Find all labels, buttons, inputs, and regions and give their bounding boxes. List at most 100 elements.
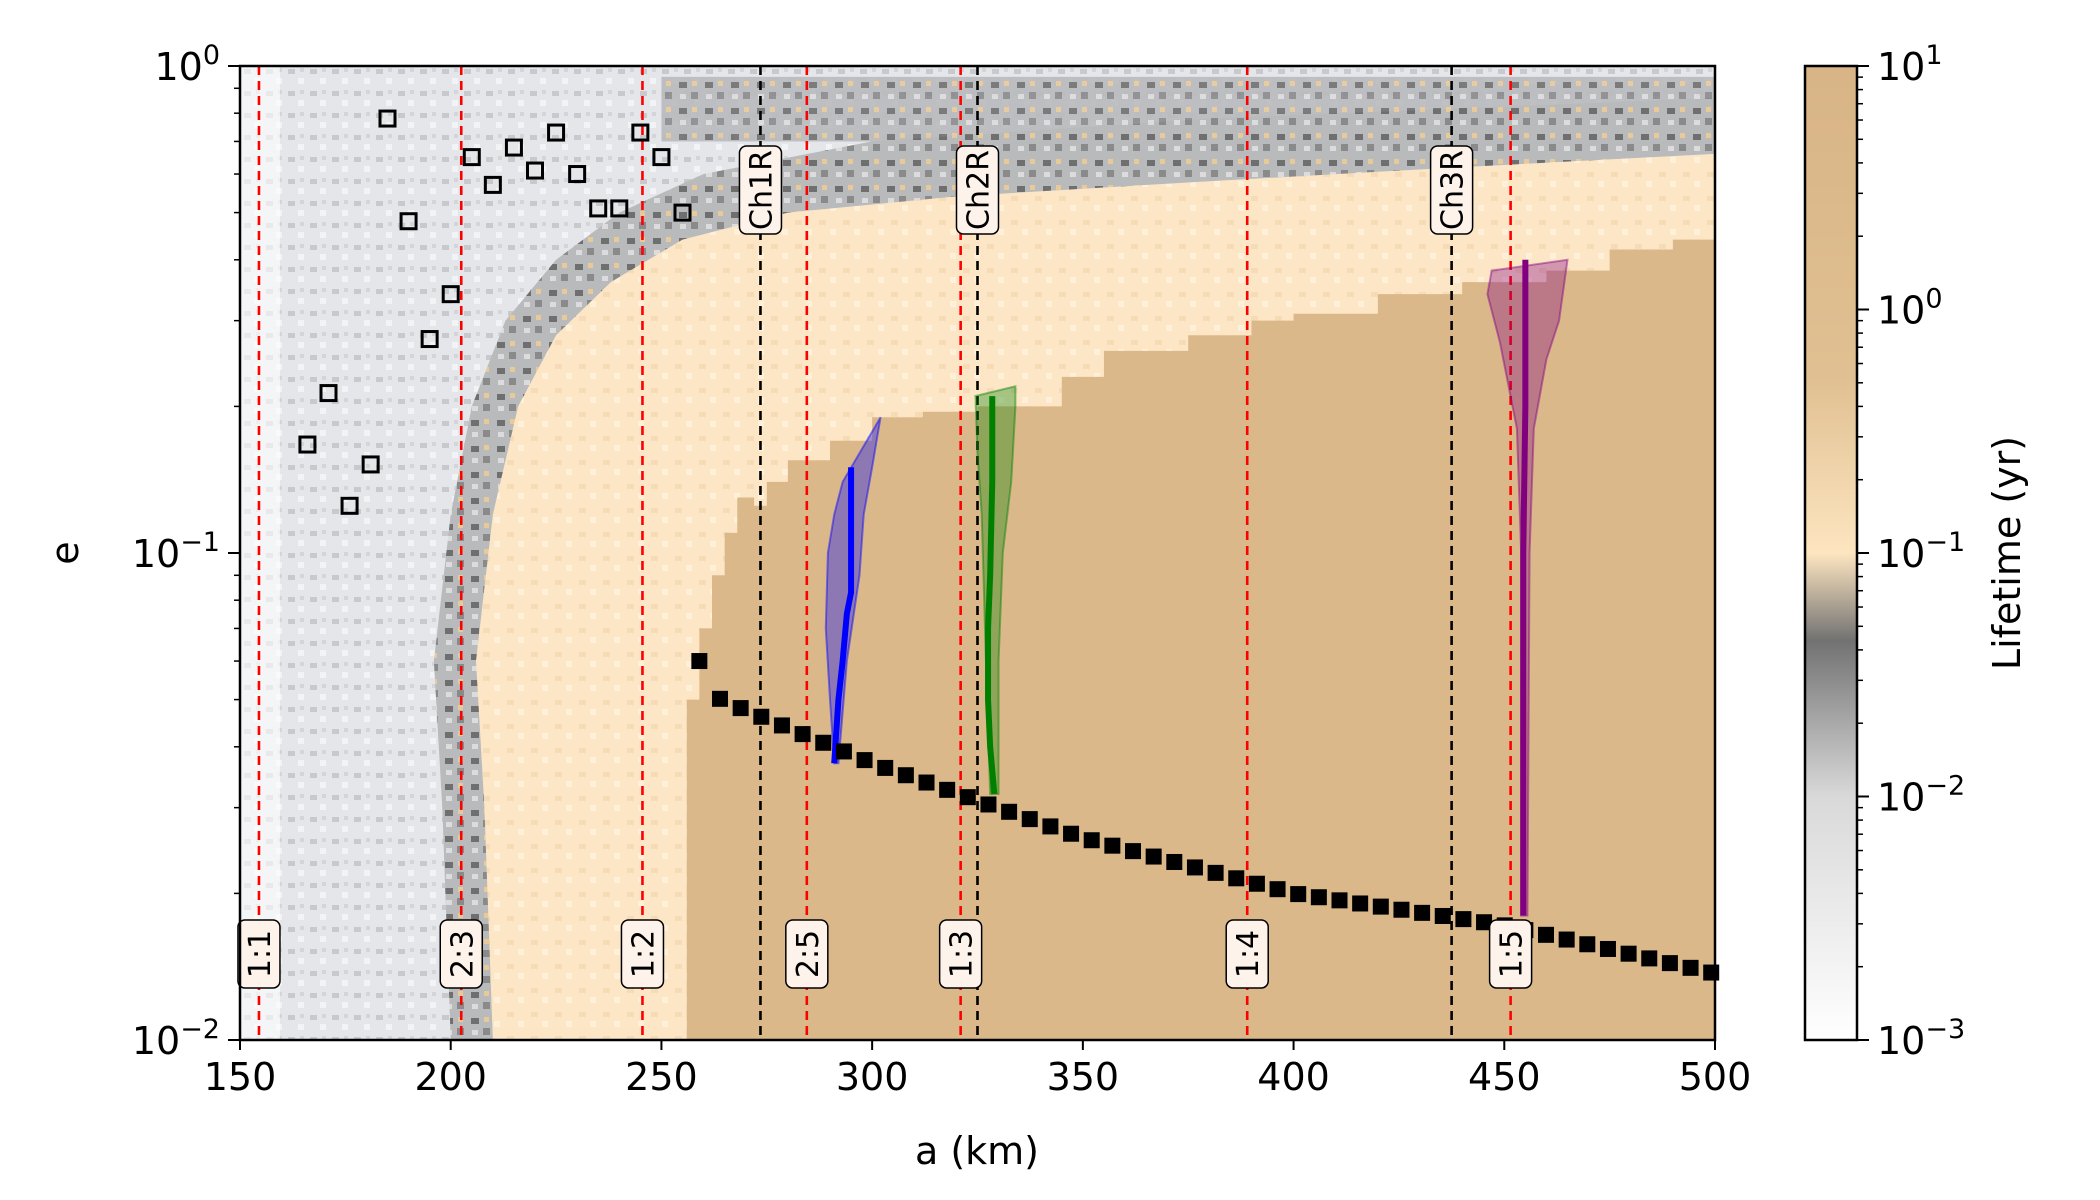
filled-square-marker [959, 789, 976, 806]
x-tick-label: 300 [836, 1055, 909, 1099]
filled-square-marker [1455, 911, 1472, 928]
y-axis: 10−2 10−1 100 [132, 40, 240, 1063]
open-square-marker [441, 285, 460, 304]
label-2-3-box [439, 919, 483, 989]
filled-square-marker [1207, 864, 1224, 881]
colorbar-tick-label: 101 [1877, 40, 1943, 89]
filled-square-marker [918, 774, 935, 791]
label-ch2r-text: Ch2R [962, 150, 997, 230]
particle-tracks [824, 258, 1569, 917]
label-1-3: 1:3 [938, 919, 983, 989]
colorbar-tick-label: 10−1 [1877, 527, 1965, 576]
label-ch1r-text: Ch1R [744, 150, 779, 230]
filled-square-marker [897, 767, 914, 784]
label-1-5-text: 1:5 [1495, 930, 1530, 978]
filled-square-marker [1104, 837, 1121, 854]
colorbar-tick-label: 10−2 [1877, 771, 1965, 820]
filled-square-marker [1558, 931, 1575, 948]
open-square-marker [361, 455, 380, 474]
filled-square-marker [773, 717, 790, 734]
filled-square-marker [1269, 881, 1286, 898]
y-axis-label: e [43, 541, 87, 564]
label-ch2r: Ch2R [955, 145, 1000, 235]
label-ch3r: Ch3R [1429, 145, 1474, 235]
label-1-1-box [237, 919, 281, 989]
open-square-marker [420, 330, 439, 349]
label-1-4-text: 1:4 [1231, 930, 1266, 978]
label-1-3-box [938, 919, 983, 989]
x-tick-label: 450 [1468, 1055, 1541, 1099]
open-square-marker [652, 148, 671, 167]
label-1-2-box [620, 919, 665, 989]
x-axis-label: a (km) [915, 1129, 1039, 1173]
filled-square-marker [1248, 875, 1265, 892]
filled-square-marker [1620, 945, 1637, 962]
filled-square-marker [1372, 898, 1389, 915]
open-square-marker [483, 175, 502, 194]
label-ch3r-box [1429, 145, 1474, 235]
label-1-1: 1:1 [237, 919, 281, 989]
boundary-top [661, 76, 1715, 142]
filled-square-marker [1579, 936, 1596, 953]
filled-square-marker [1538, 926, 1555, 943]
filled-square-marker [1228, 870, 1245, 887]
filled-square-marker [1476, 914, 1493, 931]
label-ch2r-box [955, 145, 1000, 235]
resonance-labels: 1:1 2:3 1:2 2:5 1:3 1:4 1:5 Ch1R Ch2R Ch3R [237, 145, 1533, 989]
y-tick-label: 10−1 [132, 527, 220, 576]
x-tick-label: 350 [1047, 1055, 1120, 1099]
open-square-marker [378, 109, 397, 128]
filled-square-marker [1125, 843, 1142, 860]
open-square-marker [610, 199, 629, 218]
filled-square-marker [939, 781, 956, 798]
filled-square-marker [712, 690, 729, 707]
filled-square-marker [1021, 811, 1038, 828]
open-square-marker [399, 212, 418, 231]
label-ch1r-box [738, 145, 783, 235]
filled-square-marker [1703, 964, 1720, 981]
open-square-marker [673, 203, 692, 222]
filled-square-marker [815, 734, 832, 751]
label-1-4: 1:4 [1225, 919, 1269, 989]
x-tick-label: 500 [1679, 1055, 1752, 1099]
label-2-3: 2:3 [439, 919, 483, 989]
open-square-marker [340, 496, 359, 515]
filled-square-marker [1290, 886, 1307, 903]
label-1-1-text: 1:1 [243, 930, 278, 978]
label-2-5: 2:5 [785, 919, 829, 989]
open-square-marker [462, 148, 481, 167]
open-square-marker [589, 199, 608, 218]
filled-square-marker [1186, 859, 1203, 876]
filled-square-marker [1682, 959, 1699, 976]
stable-region [686, 230, 1715, 1040]
filled-square-marker [1641, 950, 1658, 967]
filled-square-marker [1083, 832, 1100, 849]
filled-square-marker [1393, 901, 1410, 918]
filled-square-marker [691, 653, 708, 670]
open-square-marker [319, 384, 338, 403]
label-1-5-box [1488, 919, 1533, 989]
label-ch1r: Ch1R [738, 145, 783, 235]
resonance-lines [257, 66, 1512, 1040]
filled-square-marker [1063, 825, 1080, 842]
filled-square-marker [1310, 889, 1327, 906]
filled-square-marker [1042, 818, 1059, 835]
track-line-1 [985, 396, 998, 795]
open-square-marker [631, 123, 650, 142]
filled-square-marker [1414, 904, 1431, 921]
track-line-0 [831, 467, 855, 764]
label-2-3-text: 2:3 [445, 930, 480, 978]
colorbar-tick-label: 100 [1877, 284, 1943, 333]
open-square-marker [298, 435, 317, 454]
label-1-3-text: 1:3 [945, 930, 980, 978]
track-line-2 [1520, 259, 1529, 916]
filled-square-marker [877, 759, 894, 776]
x-tick-label: 250 [625, 1055, 698, 1099]
label-2-5-box [785, 919, 829, 989]
colorbar-ticks: 10−3 10−2 10−1 100 101 [1857, 40, 1965, 1063]
label-2-5-text: 2:5 [791, 930, 826, 978]
colorbar-tick-label: 10−3 [1877, 1014, 1965, 1063]
label-1-5: 1:5 [1488, 919, 1533, 989]
filled-square-marker [835, 743, 852, 760]
